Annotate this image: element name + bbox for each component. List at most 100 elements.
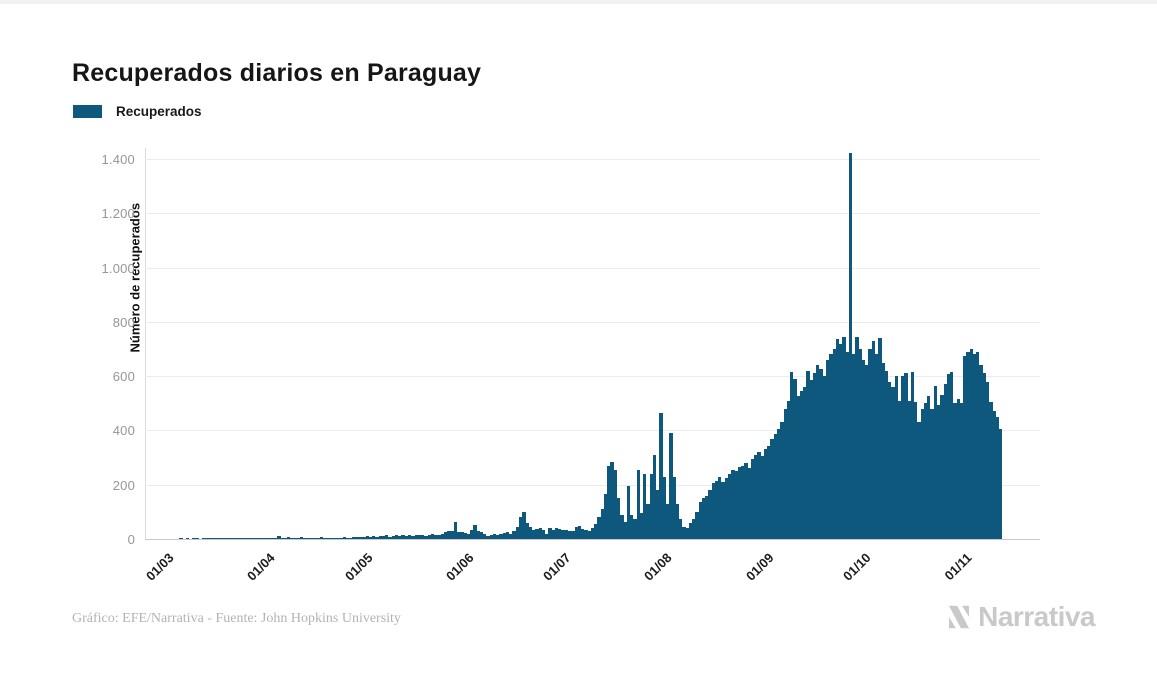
bar <box>665 503 670 539</box>
y-axis-line <box>145 148 146 540</box>
bar <box>466 534 471 539</box>
bar <box>359 536 363 539</box>
bar <box>264 538 268 539</box>
bar <box>574 526 578 539</box>
bar <box>923 403 928 539</box>
bar <box>584 529 588 539</box>
bar <box>548 528 552 539</box>
bar <box>662 476 666 539</box>
bar <box>982 373 986 539</box>
bar <box>489 534 493 539</box>
bar <box>930 408 934 539</box>
bar <box>933 385 938 539</box>
bar <box>424 535 428 539</box>
gridline <box>145 376 1040 378</box>
bar <box>652 454 657 539</box>
bar <box>643 473 647 539</box>
bar <box>695 511 699 539</box>
bar <box>848 153 853 539</box>
x-tick-label: 01/10 <box>840 550 874 584</box>
bar <box>532 529 536 539</box>
bar <box>705 495 709 539</box>
bar <box>871 340 875 539</box>
bar <box>675 503 680 539</box>
bar <box>865 365 869 539</box>
bar <box>499 534 503 539</box>
bar <box>541 530 546 539</box>
bar <box>303 538 307 539</box>
bar <box>639 513 644 539</box>
bar <box>812 373 817 539</box>
bar <box>963 355 967 539</box>
narrativa-n-icon <box>949 605 970 629</box>
narrativa-logo: Narrativa <box>944 601 1095 633</box>
bar <box>763 449 768 539</box>
bar <box>283 537 288 539</box>
bar <box>205 538 209 539</box>
bar <box>323 537 327 539</box>
bar <box>561 530 565 539</box>
bar <box>881 362 885 539</box>
bar <box>969 348 973 539</box>
gridline <box>145 158 1040 160</box>
bar <box>809 380 813 539</box>
bar <box>878 338 882 539</box>
bar <box>972 354 977 539</box>
bar <box>786 400 791 539</box>
bar <box>352 536 356 539</box>
bar <box>708 490 712 539</box>
bar <box>329 537 333 539</box>
bar <box>803 386 807 539</box>
bar <box>861 359 866 539</box>
bar <box>577 525 582 539</box>
bar <box>287 537 291 539</box>
bar <box>394 535 399 539</box>
bar <box>770 439 774 539</box>
bar <box>414 534 418 539</box>
bar <box>976 351 980 539</box>
x-tick-label: 01/09 <box>742 550 777 584</box>
legend-label: Recuperados <box>116 104 202 119</box>
bar <box>486 535 490 539</box>
bar <box>463 533 467 539</box>
bar <box>731 469 735 539</box>
bar <box>747 468 751 539</box>
bar <box>688 522 693 539</box>
bar <box>261 538 265 539</box>
bar <box>894 376 898 539</box>
bar <box>832 348 836 539</box>
narrativa-logo-text: Narrativa <box>978 601 1095 632</box>
bar <box>623 521 627 539</box>
bar <box>437 534 441 539</box>
bar <box>407 535 412 539</box>
bar <box>310 537 314 539</box>
bar <box>682 526 686 539</box>
bar <box>450 530 454 539</box>
bar <box>404 536 408 539</box>
bar <box>185 538 190 539</box>
bar <box>339 537 343 539</box>
bar <box>839 343 843 539</box>
bar <box>816 365 820 539</box>
gridline <box>145 430 1040 432</box>
bar <box>656 490 660 539</box>
bar <box>319 537 324 539</box>
bar <box>257 538 262 539</box>
bar <box>293 538 297 539</box>
bar <box>280 538 284 539</box>
bar <box>937 404 941 539</box>
bar <box>613 469 617 539</box>
bar <box>999 429 1003 539</box>
bar <box>509 534 513 539</box>
gridline <box>145 484 1040 486</box>
bar <box>920 408 924 539</box>
bar <box>378 536 382 539</box>
x-tick-label: 01/08 <box>641 550 676 584</box>
bar <box>277 536 281 539</box>
bar <box>724 477 729 539</box>
bar <box>362 537 366 539</box>
bar <box>300 537 304 539</box>
gridline <box>145 267 1040 269</box>
bar <box>372 535 376 539</box>
bar <box>822 376 826 539</box>
